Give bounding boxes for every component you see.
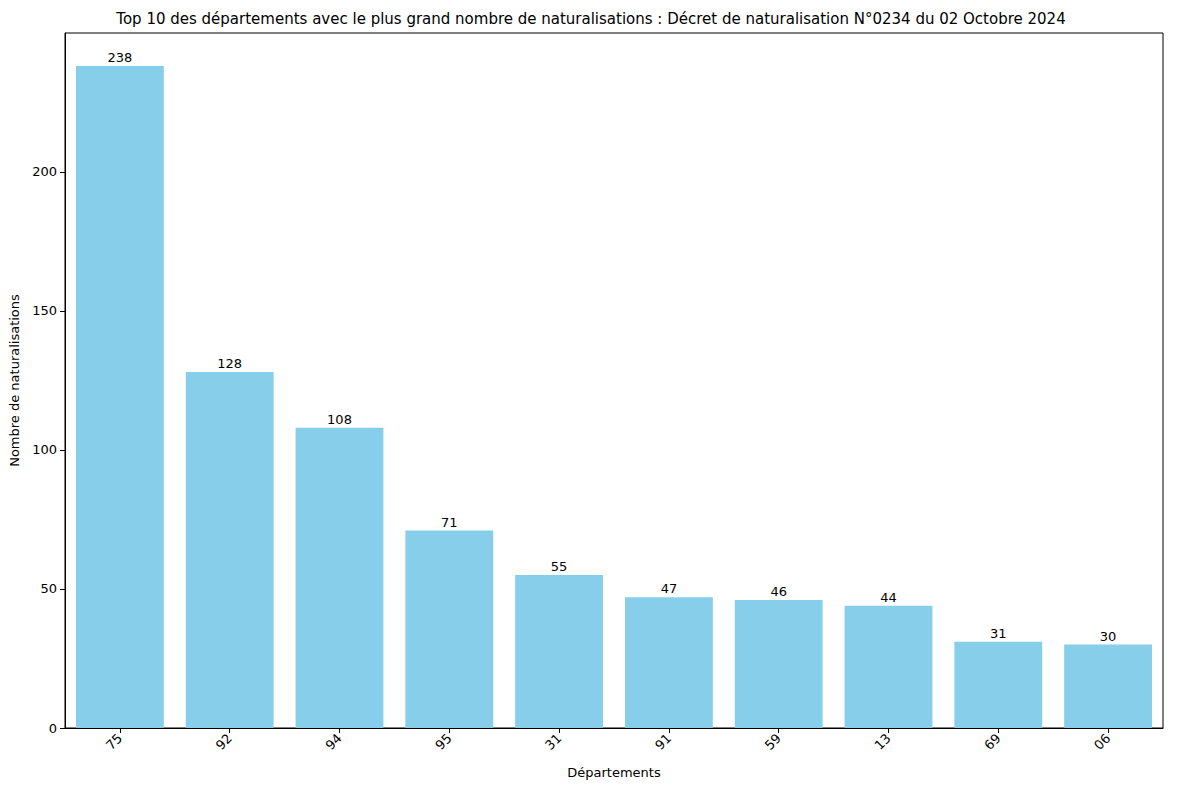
svg-text:Départements: Départements	[567, 765, 661, 780]
svg-text:100: 100	[32, 442, 57, 457]
svg-text:13: 13	[872, 731, 894, 753]
svg-text:59: 59	[762, 731, 784, 753]
svg-text:75: 75	[103, 731, 125, 753]
svg-text:91: 91	[652, 731, 674, 753]
svg-text:44: 44	[880, 590, 897, 605]
svg-text:30: 30	[1100, 629, 1117, 644]
svg-text:55: 55	[551, 559, 568, 574]
svg-text:0: 0	[49, 721, 57, 736]
svg-text:31: 31	[990, 626, 1007, 641]
svg-text:200: 200	[32, 164, 57, 179]
svg-text:94: 94	[323, 731, 345, 753]
svg-text:47: 47	[661, 581, 678, 596]
svg-text:95: 95	[432, 731, 454, 753]
svg-text:46: 46	[770, 584, 787, 599]
svg-text:Top 10 des départements avec l: Top 10 des départements avec le plus gra…	[115, 10, 1065, 28]
svg-text:128: 128	[217, 356, 242, 371]
svg-text:71: 71	[441, 515, 458, 530]
svg-text:92: 92	[213, 731, 235, 753]
svg-text:108: 108	[327, 412, 352, 427]
svg-text:150: 150	[32, 303, 57, 318]
svg-text:06: 06	[1091, 731, 1113, 753]
svg-text:31: 31	[542, 731, 564, 753]
svg-text:69: 69	[981, 731, 1003, 753]
svg-text:Nombre de naturalisations: Nombre de naturalisations	[7, 294, 22, 467]
svg-text:238: 238	[107, 50, 132, 65]
svg-text:50: 50	[40, 581, 57, 596]
